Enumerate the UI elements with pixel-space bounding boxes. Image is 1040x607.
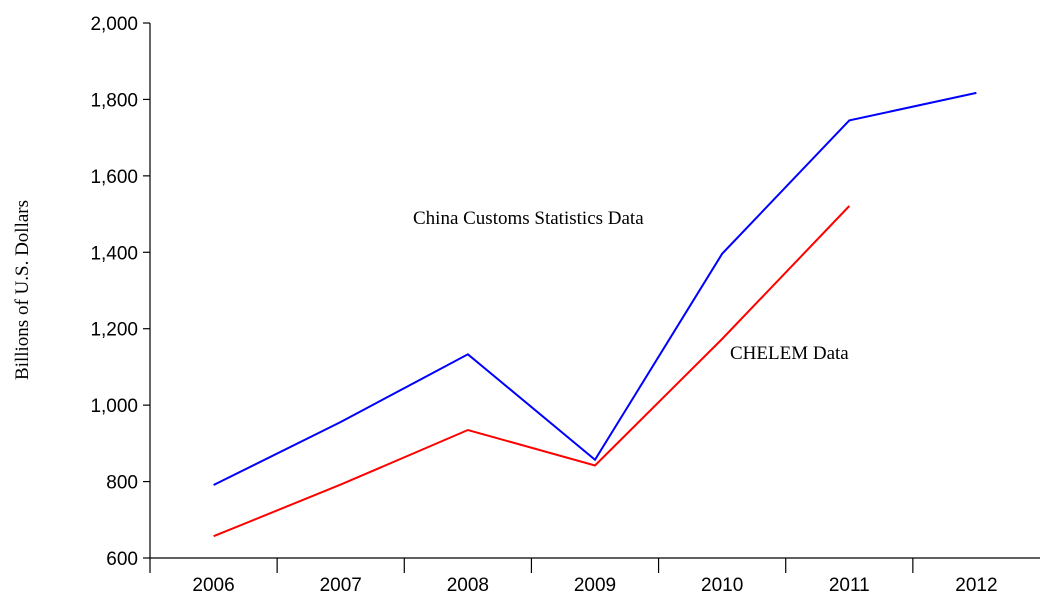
y-axis: 600 800 1,000 1,200 1,400 1,600 1,800 2,000 xyxy=(90,14,151,570)
x-tick-label: 2008 xyxy=(447,575,489,596)
y-tick-label: 600 xyxy=(106,549,138,570)
annotation-chelem: CHELEM Data xyxy=(730,343,849,364)
y-tick-label: 1,000 xyxy=(90,396,138,417)
series-line-china-customs xyxy=(213,91,977,486)
x-tick-label: 2009 xyxy=(574,575,616,596)
series-line-chelem xyxy=(213,205,851,538)
y-axis-title: Billions of U.S. Dollars xyxy=(12,200,33,380)
series-layer xyxy=(213,91,977,538)
y-tick-label: 1,200 xyxy=(90,320,138,341)
x-axis: 2006 2007 2008 2009 2010 2011 2012 xyxy=(149,557,1040,596)
y-tick-label: 1,600 xyxy=(90,167,138,188)
x-tick-label: 2012 xyxy=(955,575,997,596)
y-tick-label: 800 xyxy=(106,473,138,494)
x-tick-label: 2006 xyxy=(192,575,234,596)
x-tick-label: 2011 xyxy=(829,575,870,596)
y-tick-label: 2,000 xyxy=(90,14,138,35)
x-tick-label: 2010 xyxy=(701,575,743,596)
y-tick-label: 1,400 xyxy=(90,243,138,264)
x-tick-label: 2007 xyxy=(320,575,362,596)
y-tick-label: 1,800 xyxy=(90,90,138,111)
annotation-china-customs: China Customs Statistics Data xyxy=(413,208,644,229)
